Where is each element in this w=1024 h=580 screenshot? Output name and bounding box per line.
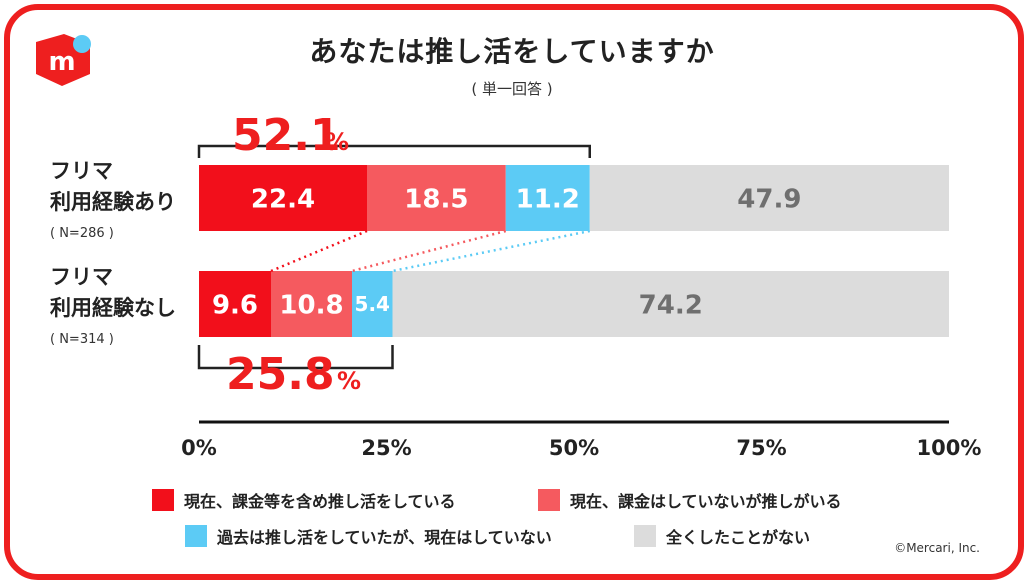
bar-segment: [589, 165, 949, 231]
row-n-label: ( N=286 ): [50, 226, 114, 241]
row-label-line2: 利用経験あり: [50, 190, 176, 214]
bracket-value-top: 52.1: [232, 110, 341, 161]
connector-line: [392, 229, 590, 273]
connector-line: [351, 229, 507, 273]
x-tick-label: 100%: [917, 436, 982, 460]
chart-title: あなたは推し活をしていますか: [309, 35, 715, 68]
x-tick-label: 25%: [361, 436, 411, 460]
bar-segment: [271, 271, 352, 337]
x-tick-label: 50%: [549, 436, 599, 460]
bar-segment: [505, 165, 590, 231]
bar-value-label: 74.2: [639, 290, 703, 320]
card-frame: [4, 4, 1024, 580]
bar-segment: [352, 271, 393, 337]
bar-segment: [199, 165, 367, 231]
bracket-unit-top: %: [325, 128, 349, 156]
bracket-bottom: [197, 345, 394, 370]
x-tick-label: 0%: [181, 436, 217, 460]
bar-segment: [392, 271, 949, 337]
bracket-unit-bottom: %: [337, 367, 361, 395]
row-n-label: ( N=314 ): [50, 332, 114, 347]
bar-value-label: 47.9: [737, 184, 801, 214]
bar-segment: [199, 271, 271, 337]
x-tick-label: 75%: [736, 436, 786, 460]
bar-value-label: 9.6: [212, 290, 258, 320]
row-label-line1: フリマ: [50, 265, 113, 289]
bar-value-label: 11.2: [516, 184, 580, 214]
copyright: ©Mercari, Inc.: [894, 541, 980, 555]
connector-line: [270, 229, 368, 273]
bar-segment: [367, 165, 506, 231]
mercari-logo: m: [36, 34, 91, 86]
svg-text:m: m: [48, 47, 75, 77]
bar-value-label: 22.4: [251, 184, 315, 214]
bar-value-label: 5.4: [355, 292, 390, 316]
row-label-line1: フリマ: [50, 159, 113, 183]
bracket-value-bottom: 25.8: [226, 349, 335, 400]
chart-subtitle: ( 単一回答 ): [471, 80, 553, 98]
bar-value-label: 10.8: [279, 290, 343, 320]
bar-value-label: 18.5: [404, 184, 468, 214]
bracket-top: [197, 144, 591, 158]
row-label-line2: 利用経験なし: [50, 296, 176, 320]
